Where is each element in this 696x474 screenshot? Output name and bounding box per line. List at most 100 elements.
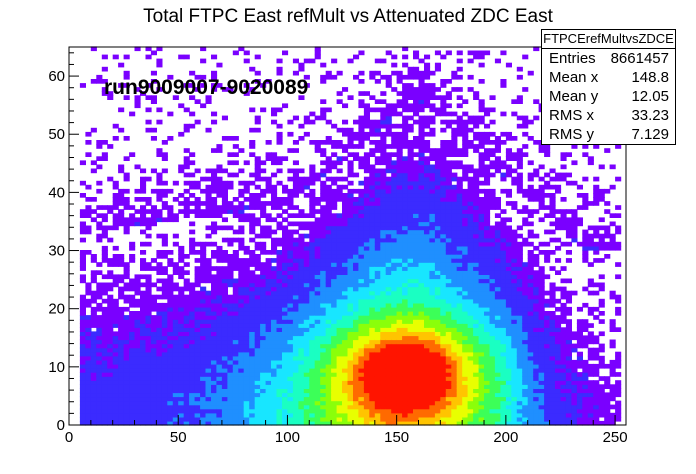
heatmap-cell bbox=[156, 286, 163, 292]
heatmap-cell bbox=[260, 388, 267, 394]
heatmap-cell bbox=[292, 70, 299, 76]
heatmap-cell bbox=[336, 282, 343, 288]
heatmap-cell bbox=[276, 368, 283, 373]
heatmap-cell bbox=[211, 408, 218, 414]
heatmap-cell bbox=[194, 420, 201, 426]
heatmap-cell bbox=[363, 359, 370, 365]
heatmap-cell bbox=[123, 229, 130, 235]
heatmap-cell bbox=[189, 123, 196, 129]
heatmap-cell bbox=[385, 250, 392, 255]
heatmap-cell bbox=[167, 136, 174, 141]
heatmap-cell bbox=[374, 127, 381, 133]
heatmap-cell bbox=[183, 323, 190, 328]
heatmap-cell bbox=[462, 306, 469, 312]
heatmap-cell bbox=[505, 229, 512, 235]
heatmap-cell bbox=[292, 282, 299, 288]
heatmap-cell bbox=[123, 359, 130, 365]
heatmap-cell bbox=[309, 221, 316, 227]
heatmap-cell bbox=[380, 115, 387, 121]
heatmap-cell bbox=[325, 217, 332, 223]
heatmap-cell bbox=[467, 420, 474, 426]
heatmap-cell bbox=[161, 193, 168, 198]
heatmap-cell bbox=[445, 95, 452, 100]
heatmap-cell bbox=[445, 180, 452, 186]
heatmap-cell bbox=[325, 294, 332, 300]
heatmap-cell bbox=[123, 294, 130, 300]
heatmap-cell bbox=[347, 396, 354, 402]
heatmap-cell bbox=[221, 376, 228, 381]
heatmap-cell bbox=[424, 396, 431, 402]
heatmap-cell bbox=[385, 286, 392, 292]
heatmap-cell bbox=[194, 274, 201, 280]
heatmap-cell bbox=[385, 164, 392, 170]
heatmap-cell bbox=[303, 376, 310, 381]
heatmap-cell bbox=[183, 298, 190, 304]
heatmap-cell bbox=[254, 294, 261, 300]
heatmap-cell bbox=[418, 262, 425, 267]
heatmap-cell bbox=[79, 294, 86, 300]
heatmap-cell bbox=[287, 168, 294, 174]
heatmap-cell bbox=[254, 363, 261, 369]
heatmap-cell bbox=[276, 156, 283, 161]
heatmap-cell bbox=[473, 331, 480, 337]
heatmap-cell bbox=[309, 188, 316, 194]
heatmap-cell bbox=[374, 209, 381, 214]
heatmap-cell bbox=[194, 339, 201, 345]
heatmap-cell bbox=[494, 327, 501, 332]
heatmap-cell bbox=[369, 282, 376, 288]
heatmap-cell bbox=[342, 368, 349, 373]
heatmap-cell bbox=[254, 115, 261, 121]
heatmap-cell bbox=[347, 372, 354, 377]
heatmap-cell bbox=[211, 221, 218, 227]
heatmap-cell bbox=[325, 347, 332, 353]
heatmap-cell bbox=[178, 392, 185, 398]
heatmap-cell bbox=[303, 372, 310, 377]
heatmap-cell bbox=[358, 258, 365, 263]
heatmap-cell bbox=[347, 311, 354, 316]
heatmap-cell bbox=[484, 290, 491, 296]
heatmap-cell bbox=[172, 420, 179, 426]
heatmap-cell bbox=[353, 343, 360, 349]
heatmap-cell bbox=[249, 323, 256, 328]
heatmap-cell bbox=[445, 201, 452, 206]
heatmap-cell bbox=[254, 400, 261, 406]
heatmap-cell bbox=[478, 237, 485, 243]
heatmap-cell bbox=[282, 302, 289, 308]
heatmap-cell bbox=[292, 278, 299, 284]
heatmap-cell bbox=[347, 160, 354, 166]
heatmap-cell bbox=[467, 343, 474, 349]
heatmap-cell bbox=[456, 148, 463, 153]
heatmap-cell bbox=[363, 197, 370, 202]
heatmap-cell bbox=[391, 392, 398, 398]
heatmap-cell bbox=[505, 270, 512, 275]
heatmap-cell bbox=[424, 229, 431, 235]
heatmap-cell bbox=[374, 392, 381, 398]
heatmap-cell bbox=[238, 306, 245, 312]
heatmap-cell bbox=[325, 384, 332, 389]
heatmap-cell bbox=[309, 140, 316, 145]
heatmap-cell bbox=[413, 294, 420, 300]
heatmap-cell bbox=[440, 270, 447, 275]
heatmap-cell bbox=[358, 201, 365, 206]
heatmap-cell bbox=[227, 343, 234, 349]
heatmap-cell bbox=[473, 376, 480, 381]
heatmap-cell bbox=[456, 188, 463, 194]
heatmap-cell bbox=[358, 79, 365, 84]
heatmap-cell bbox=[194, 351, 201, 357]
heatmap-cell bbox=[107, 315, 114, 320]
heatmap-cell bbox=[424, 335, 431, 341]
heatmap-cell bbox=[287, 205, 294, 210]
heatmap-cell bbox=[429, 290, 436, 296]
heatmap-cell bbox=[101, 205, 108, 210]
heatmap-cell bbox=[314, 359, 321, 365]
heatmap-cell bbox=[276, 355, 283, 361]
heatmap-cell bbox=[85, 384, 92, 389]
heatmap-cell bbox=[129, 380, 136, 385]
heatmap-cell bbox=[200, 384, 207, 389]
heatmap-cell bbox=[418, 217, 425, 223]
heatmap-cell bbox=[467, 339, 474, 345]
heatmap-cell bbox=[238, 168, 245, 174]
heatmap-cell bbox=[451, 278, 458, 284]
heatmap-cell bbox=[183, 205, 190, 210]
heatmap-cell bbox=[456, 95, 463, 100]
